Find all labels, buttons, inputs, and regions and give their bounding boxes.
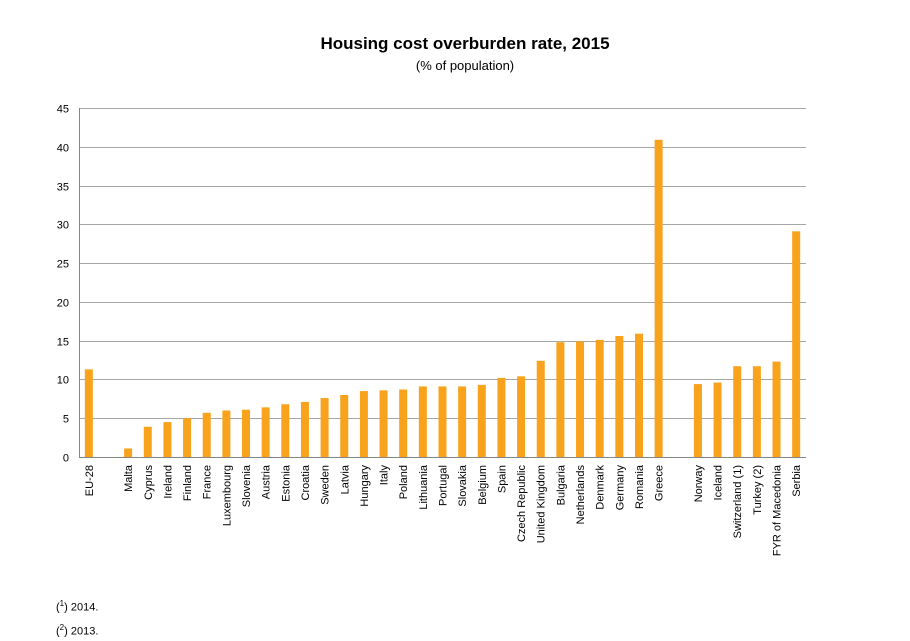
- x-tick-label: Luxembourg: [221, 465, 233, 526]
- bar: [202, 412, 211, 457]
- x-tick-label: Switzerland (1): [732, 465, 744, 538]
- x-tick-label: Ireland: [162, 465, 174, 499]
- x-tick-label: United Kingdom: [536, 465, 548, 543]
- bar: [693, 384, 702, 457]
- y-tick-label: 30: [57, 220, 69, 232]
- bar: [124, 448, 133, 457]
- bar: [281, 404, 290, 457]
- x-tick-label: Greece: [654, 465, 666, 501]
- bar: [536, 360, 545, 457]
- bar: [300, 401, 309, 457]
- bar: [772, 361, 781, 457]
- x-tick-label: Germany: [614, 465, 626, 511]
- chart-title: Housing cost overburden rate, 2015: [320, 34, 610, 53]
- x-tick-label: Romania: [634, 464, 646, 509]
- x-tick-label: Serbia: [791, 464, 803, 497]
- bar: [359, 391, 368, 457]
- x-tick-label: Czech Republic: [516, 465, 528, 543]
- x-tick-label: Slovenia: [241, 464, 253, 507]
- bar: [517, 376, 526, 457]
- bar: [340, 394, 349, 457]
- bar: [733, 366, 742, 457]
- bar: [320, 398, 329, 457]
- footnote-1: (1) 2014.: [56, 599, 99, 614]
- y-tick-label: 35: [57, 182, 69, 194]
- x-tick-label: Hungary: [359, 465, 371, 507]
- bar: [143, 426, 152, 457]
- x-tick-label: Turkey (2): [752, 465, 764, 515]
- x-tick-label: Portugal: [438, 465, 450, 506]
- bar: [183, 418, 192, 457]
- bar: [576, 341, 585, 457]
- y-tick-label: 0: [63, 453, 69, 465]
- bar: [615, 336, 624, 457]
- x-tick-label: Austria: [261, 464, 273, 499]
- x-tick-label: Belgium: [477, 465, 489, 505]
- bar: [477, 384, 486, 457]
- bar: [399, 389, 408, 457]
- bar: [556, 342, 565, 457]
- x-tick-label: France: [202, 465, 214, 499]
- x-tick-label: Denmark: [595, 465, 607, 510]
- y-tick-label: 25: [57, 259, 69, 271]
- y-tick-label: 10: [57, 375, 69, 387]
- x-tick-label: Croatia: [300, 464, 312, 500]
- x-tick-label: Malta: [123, 464, 135, 492]
- bar: [438, 386, 447, 457]
- y-tick-label: 20: [57, 298, 69, 310]
- chart-subtitle: (% of population): [415, 58, 515, 73]
- bar: [654, 139, 663, 457]
- bar: [497, 377, 506, 457]
- bar: [458, 386, 467, 457]
- x-tick-label: EU-28: [84, 465, 96, 496]
- x-tick-label: Slovakia: [457, 464, 469, 506]
- bar: [163, 422, 172, 457]
- x-tick-label: Spain: [496, 465, 508, 493]
- y-tick-label: 45: [57, 104, 69, 116]
- bar: [379, 390, 388, 457]
- footnote-2: (2) 2013.: [56, 622, 99, 638]
- x-tick-label: Poland: [398, 465, 410, 499]
- x-tick-label: Lithuania: [418, 464, 430, 510]
- x-tick-label: Latvia: [339, 464, 351, 494]
- bar: [84, 369, 93, 457]
- bar: [418, 386, 427, 457]
- x-tick-label: Estonia: [280, 464, 292, 502]
- x-tick-label: FYR of Macedonia: [772, 464, 784, 556]
- x-tick-label: Netherlands: [575, 465, 587, 525]
- bar: [242, 409, 251, 457]
- x-tick-label: Finland: [182, 465, 194, 501]
- y-tick-label: 40: [57, 143, 69, 155]
- x-tick-label: Sweden: [320, 465, 332, 505]
- x-tick-label: Cyprus: [143, 465, 155, 500]
- x-tick-label: Iceland: [713, 465, 725, 500]
- x-tick-label: Italy: [379, 465, 391, 486]
- x-tick-label: Norway: [693, 465, 705, 503]
- bar: [713, 382, 722, 457]
- bar: [634, 333, 643, 457]
- y-tick-label: 5: [63, 414, 69, 426]
- y-tick-label: 15: [57, 337, 69, 349]
- bar: [222, 410, 231, 457]
- x-tick-label: Bulgaria: [555, 464, 567, 505]
- bar: [792, 231, 801, 457]
- bar: [752, 366, 761, 457]
- bar: [261, 407, 270, 457]
- bar: [595, 339, 604, 457]
- footnotes: (1) 2014. (2) 2013.: [56, 594, 98, 641]
